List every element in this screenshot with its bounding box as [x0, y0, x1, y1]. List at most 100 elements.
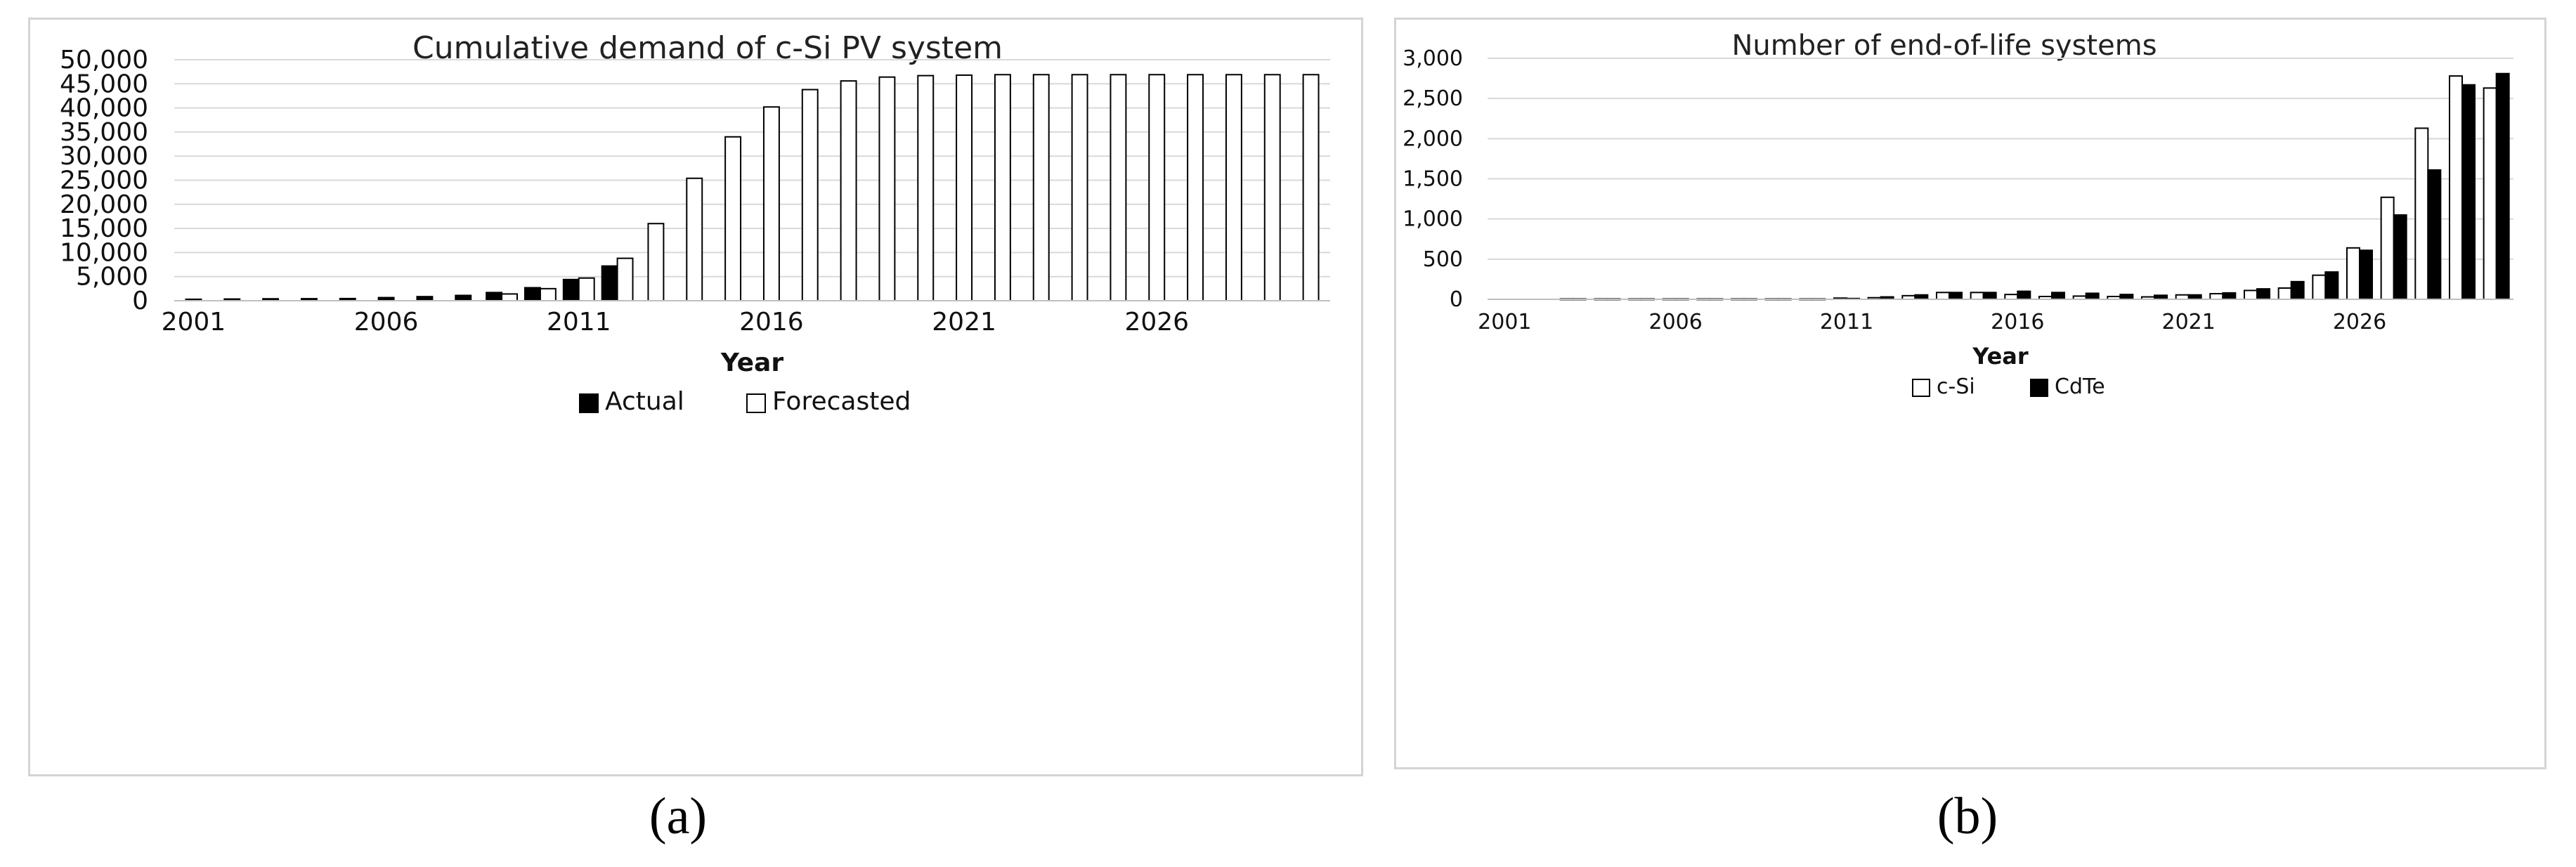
x-tick-label: 2001 — [162, 308, 226, 337]
bar-c-si — [2277, 287, 2292, 301]
bar-forecasted — [1071, 74, 1088, 302]
panel-label-a: (a) — [649, 788, 708, 845]
bar-actual — [601, 265, 618, 301]
bar-cdte — [2495, 72, 2510, 301]
bar-cdte — [2427, 169, 2442, 300]
x-tick-label: 2006 — [354, 308, 419, 337]
bar-forecasted — [501, 293, 519, 301]
bar-cdte — [2324, 271, 2339, 301]
bar-actual — [455, 294, 472, 302]
y-tick-label: 10,000 — [60, 238, 148, 267]
x-tick-label: 2011 — [1820, 310, 1873, 334]
x-tick-label: 2026 — [1124, 308, 1189, 337]
bar-cdte — [2393, 214, 2407, 301]
legend-swatch — [2030, 379, 2048, 397]
bar-c-si — [1970, 292, 1984, 301]
bar-forecasted — [1110, 74, 1127, 302]
bar-cdte — [2461, 84, 2476, 300]
y-tick-label: 25,000 — [60, 167, 148, 195]
bar-c-si — [2312, 274, 2327, 301]
bar-forecasted — [647, 223, 665, 301]
bar-forecasted — [878, 76, 896, 301]
bar-forecasted — [1263, 74, 1281, 302]
chart-title: Number of end-of-life systems — [1731, 30, 2157, 62]
bar-c-si — [2483, 87, 2497, 300]
x-tick-label: 2016 — [739, 308, 804, 337]
y-tick-label: 3,000 — [1403, 46, 1463, 71]
bar-cdte — [2222, 292, 2237, 300]
bar-forecasted — [1032, 74, 1050, 302]
bar-actual — [562, 278, 580, 302]
y-tick-label: 500 — [1423, 247, 1463, 272]
bar-cdte — [2085, 292, 2100, 300]
y-tick-label: 45,000 — [60, 70, 148, 98]
bar-c-si — [2243, 289, 2258, 301]
bar-forecasted — [616, 257, 634, 301]
legend-swatch — [1912, 379, 1930, 397]
bar-c-si — [1935, 292, 1951, 301]
bar-cdte — [1982, 292, 1997, 301]
bar-forecasted — [1187, 74, 1204, 302]
y-tick-label: 1,500 — [1403, 167, 1463, 192]
chart-panel-b: Number of end-of-life systems 0 500 1,000 1,… — [1394, 18, 2546, 769]
x-tick-label: 2021 — [2161, 310, 2215, 334]
bar-forecasted — [956, 74, 973, 302]
y-tick-label: 0 — [132, 287, 148, 315]
y-tick-label: 2,000 — [1403, 126, 1463, 151]
x-tick-label: 2011 — [547, 308, 611, 337]
x-axis-title: Year — [720, 348, 783, 377]
y-tick-label: 2,500 — [1403, 86, 1463, 111]
bar-forecasted — [539, 287, 557, 302]
bar-cdte — [2256, 288, 2271, 300]
y-tick-label: 35,000 — [60, 118, 148, 147]
y-tick-label: 0 — [1450, 287, 1463, 312]
bar-c-si — [2209, 292, 2224, 301]
x-tick-label: 2001 — [1478, 310, 1531, 334]
bar-cdte — [1949, 292, 1963, 301]
y-tick-label: 5,000 — [76, 263, 148, 292]
y-tick-label: 1,000 — [1403, 207, 1463, 232]
y-tick-label: 50,000 — [60, 46, 148, 74]
bar-forecasted — [801, 89, 819, 301]
bar-forecasted — [1302, 74, 1320, 302]
x-tick-label: 2016 — [1991, 310, 2044, 334]
panel-label-b: (b) — [1937, 788, 1998, 845]
bar-forecasted — [724, 136, 742, 301]
chart-panel-a: Cumulative demand of c-Si PV system 0 5,00… — [28, 18, 1363, 776]
bar-actual — [523, 287, 541, 301]
x-tick-label: 2021 — [932, 308, 996, 337]
legend-label: c-Si — [1937, 374, 1975, 399]
y-tick-label: 15,000 — [60, 214, 148, 243]
legend-swatch — [579, 393, 599, 413]
bar-forecasted — [686, 177, 703, 301]
bar-forecasted — [762, 106, 780, 301]
legend-label: CdTe — [2055, 374, 2105, 399]
bar-cdte — [2051, 292, 2066, 301]
bar-c-si — [2004, 294, 2019, 301]
bar-c-si — [2448, 75, 2463, 301]
bar-cdte — [2119, 294, 2134, 301]
y-tick-label: 40,000 — [60, 94, 148, 123]
bar-actual — [486, 292, 503, 302]
y-tick-label: 30,000 — [60, 142, 148, 171]
bar-forecasted — [1148, 74, 1166, 302]
bar-forecasted — [994, 74, 1011, 302]
bar-c-si — [2346, 247, 2360, 300]
x-axis-title: Year — [1972, 343, 2029, 370]
x-tick-label: 2026 — [2333, 310, 2386, 334]
bar-forecasted — [917, 74, 935, 301]
legend-label: Actual — [605, 387, 684, 416]
bar-forecasted — [840, 80, 857, 302]
bar-forecasted — [578, 277, 595, 301]
bar-cdte — [2017, 290, 2031, 301]
chart-b-svg: Number of end-of-life systems 0 500 1,000 1,… — [1403, 30, 2513, 399]
x-tick-label: 2006 — [1648, 310, 1702, 334]
y-tick-label: 20,000 — [60, 190, 148, 219]
bar-forecasted — [1225, 74, 1242, 302]
chart-a-svg: Cumulative demand of c-Si PV system 05,00… — [60, 30, 1330, 416]
legend-label: Forecasted — [772, 387, 911, 416]
chart-title: Cumulative demand of c-Si PV system — [412, 30, 1003, 66]
bar-c-si — [2380, 196, 2395, 300]
bar-cdte — [2359, 249, 2374, 300]
bar-c-si — [2414, 127, 2429, 300]
